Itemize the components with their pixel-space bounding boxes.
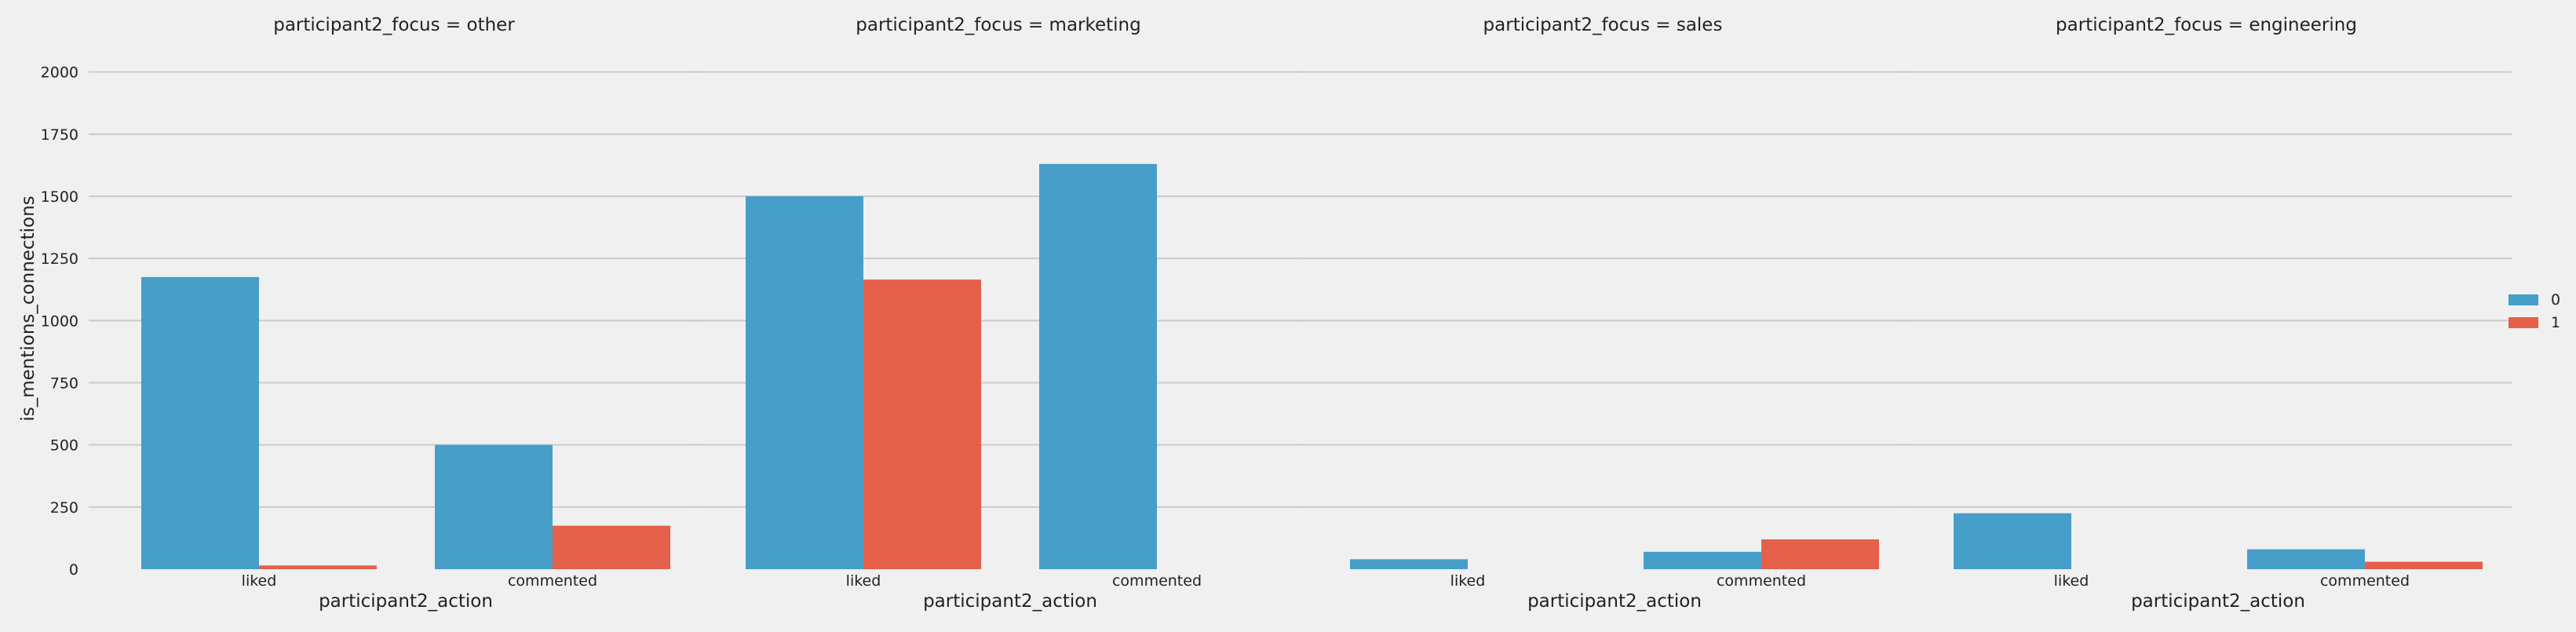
bar-commented-series-0 — [435, 444, 553, 569]
bar-liked-series-0 — [141, 276, 259, 569]
x-axis-label: participant2_action — [319, 591, 493, 612]
bar-commented-series-1 — [1761, 539, 1879, 569]
y-tick-label: 1000 — [41, 312, 78, 330]
bar-liked-series-1 — [863, 279, 981, 569]
facet-title: participant2_focus = sales — [1483, 15, 1723, 35]
y-tick-label: 750 — [50, 375, 78, 393]
legend-swatch-1 — [2508, 317, 2538, 328]
x-tick-label: commented — [2320, 572, 2410, 590]
x-axis-label: participant2_action — [1527, 591, 1702, 612]
bar-liked-series-1 — [259, 565, 377, 569]
bar-commented-series-1 — [553, 525, 670, 569]
x-tick-label: commented — [1717, 572, 1806, 590]
y-tick-label: 1500 — [41, 188, 78, 206]
bar-liked-series-0 — [1350, 559, 1468, 569]
legend-label: 0 — [2551, 291, 2560, 309]
bar-commented-series-0 — [1644, 551, 1761, 569]
legend-label: 1 — [2551, 314, 2560, 331]
facet-title: participant2_focus = engineering — [2056, 15, 2357, 35]
facet-title: participant2_focus = marketing — [856, 15, 1140, 35]
x-tick-label: liked — [846, 572, 881, 590]
x-tick-label: liked — [242, 572, 277, 590]
bar-commented-series-0 — [2247, 549, 2365, 569]
y-tick-label: 250 — [50, 499, 78, 517]
bar-liked-series-0 — [1954, 513, 2071, 569]
y-tick-label: 500 — [50, 437, 78, 455]
x-tick-label: commented — [1112, 572, 1202, 590]
y-tick-label: 0 — [69, 561, 78, 579]
y-tick-label: 1750 — [41, 126, 78, 144]
bar-commented-series-1 — [2365, 561, 2483, 569]
x-tick-label: liked — [1450, 572, 1486, 590]
legend-swatch-0 — [2508, 294, 2538, 305]
bar-liked-series-0 — [746, 196, 863, 569]
y-tick-label: 1250 — [41, 250, 78, 268]
x-tick-label: commented — [508, 572, 597, 590]
facet-title: participant2_focus = other — [273, 15, 515, 35]
x-axis-label: participant2_action — [2131, 591, 2305, 612]
x-tick-label: liked — [2054, 572, 2089, 590]
bar-commented-series-0 — [1039, 163, 1157, 570]
x-axis-label: participant2_action — [923, 591, 1097, 612]
y-axis-label: is_mentions_connections — [18, 195, 38, 421]
y-tick-label: 2000 — [41, 64, 78, 82]
